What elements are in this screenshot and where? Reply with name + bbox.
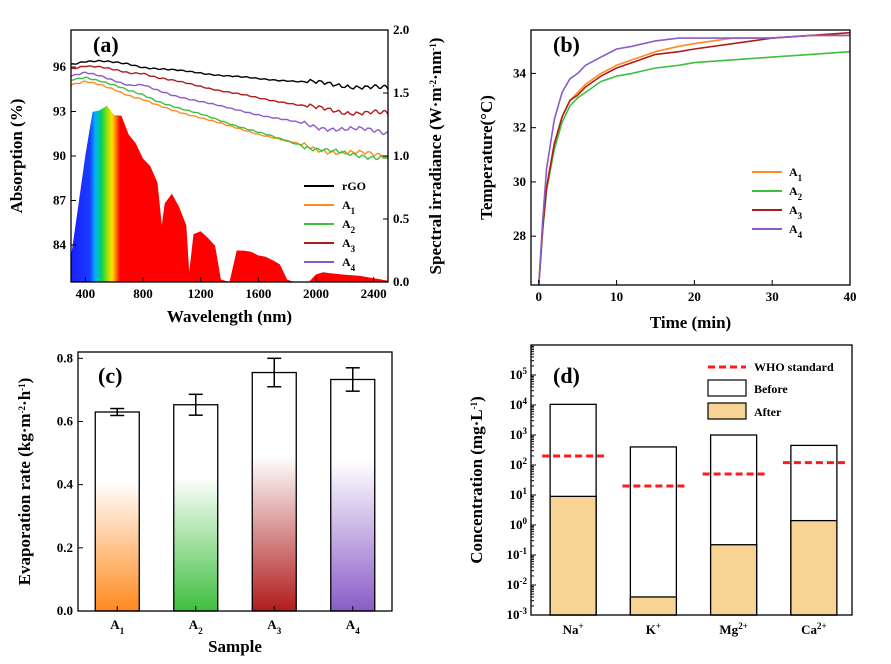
series-line-A2 — [538, 50, 851, 286]
x-tick-label-a: 2000 — [303, 286, 329, 301]
y-tick-label-a: 87 — [53, 192, 67, 207]
panel-label-d: (d) — [553, 363, 580, 388]
series-line-rGO — [70, 59, 389, 90]
after-bar-0 — [549, 495, 597, 616]
x-tick-label-d-0: Na+ — [563, 621, 584, 637]
legend-label-after: After — [754, 405, 782, 419]
y-axis-label-d: Concentration (mg·L-1) — [467, 396, 486, 564]
legend-label-A1: A1 — [342, 198, 356, 216]
x-tick-label-A1: A1 — [110, 617, 124, 636]
y-tick-label-a: 84 — [53, 237, 67, 252]
y2-tick-label-a: 1.5 — [393, 85, 410, 100]
legend-label-A3: A3 — [342, 236, 356, 254]
x-tick-label-b: 20 — [688, 289, 701, 304]
y-tick-label-d: 10-1 — [507, 546, 528, 562]
y2-tick-label-a: 0.0 — [393, 274, 409, 289]
bar-A3 — [251, 371, 297, 612]
x-axis-label-c: Sample — [208, 637, 262, 656]
y-tick-label-c: 0.8 — [57, 350, 74, 365]
x-tick-label-A2: A2 — [189, 617, 203, 636]
x-axis-label-b: Time (min) — [650, 313, 731, 332]
y2-tick-label-a: 0.5 — [393, 211, 410, 226]
series-line-A4 — [538, 34, 850, 286]
panel-label-c: (c) — [98, 363, 122, 388]
y-tick-label-a: 93 — [53, 104, 67, 119]
bar-A2 — [173, 404, 219, 612]
axes-frame-b — [530, 29, 851, 286]
axes-frame-d — [530, 344, 853, 616]
x-tick-label-a: 1600 — [245, 286, 271, 301]
x-tick-label-d-2: Mg2+ — [719, 621, 747, 637]
x-tick-label-b: 40 — [844, 289, 857, 304]
legend-label-A4: A4 — [342, 255, 356, 273]
y-tick-label-b: 28 — [513, 228, 527, 243]
y-tick-label-a: 96 — [53, 59, 67, 74]
x-tick-label-b: 0 — [536, 289, 543, 304]
y-tick-label-d: 105 — [510, 366, 528, 382]
legend-label-who: WHO standard — [754, 360, 834, 374]
legend-after-swatch — [707, 402, 747, 420]
y-tick-label-b: 32 — [513, 120, 526, 135]
y-tick-label-d: 101 — [510, 486, 528, 502]
y2-tick-label-a: 2.0 — [393, 22, 409, 37]
legend-label-A4: A4 — [789, 222, 803, 240]
y-tick-label-c: 0.6 — [57, 413, 74, 428]
legend-label-A2: A2 — [342, 217, 356, 235]
y-tick-label-d: 104 — [510, 396, 528, 412]
series-line-A1 — [538, 34, 850, 286]
x-tick-label-a: 400 — [76, 286, 96, 301]
y-tick-label-d: 10-2 — [507, 576, 528, 592]
panel-label-a: (a) — [93, 32, 119, 57]
y-tick-label-c: 0.2 — [57, 540, 73, 555]
legend-label-A1: A1 — [789, 165, 803, 183]
y-tick-label-d: 10-3 — [507, 606, 528, 622]
x-tick-label-d-1: K+ — [646, 621, 661, 637]
x-tick-label-a: 1200 — [188, 286, 214, 301]
after-bar-2 — [709, 544, 758, 616]
x-tick-label-a: 800 — [133, 286, 153, 301]
y-tick-label-d: 100 — [510, 516, 528, 532]
x-tick-label-b: 10 — [610, 289, 623, 304]
y-tick-label-c: 0.0 — [57, 603, 73, 618]
y-tick-label-d: 103 — [510, 426, 528, 442]
y-tick-label-d: 102 — [510, 456, 528, 472]
y-axis-label-b: Temperature(°C) — [477, 95, 496, 220]
y-tick-label-a: 90 — [53, 148, 66, 163]
x-axis-label-a: Wavelength (nm) — [167, 307, 292, 326]
x-tick-label-a: 2400 — [361, 286, 387, 301]
y2-tick-label-a: 1.0 — [393, 148, 409, 163]
y-tick-label-b: 34 — [513, 65, 527, 80]
bar-A4 — [330, 378, 376, 612]
legend-label-before: Before — [754, 382, 788, 396]
y-axis-label-a: Absorption (%) — [7, 99, 26, 214]
series-line-A3 — [538, 31, 851, 286]
before-bar-1 — [629, 446, 678, 616]
panel-label-b: (b) — [553, 32, 580, 57]
series-line-A2 — [70, 76, 389, 161]
x-tick-label-A4: A4 — [346, 617, 360, 636]
legend-label-rGO: rGO — [342, 179, 366, 193]
legend-before-swatch — [707, 379, 747, 397]
series-line-A4 — [70, 71, 389, 136]
bar-A1 — [94, 411, 140, 612]
y-tick-label-b: 30 — [513, 174, 526, 189]
axes-frame-c — [77, 351, 393, 612]
x-tick-label-d-3: Ca2+ — [801, 621, 827, 637]
after-bar-1 — [629, 596, 678, 616]
y-tick-label-c: 0.4 — [57, 477, 74, 492]
x-tick-label-A3: A3 — [267, 617, 281, 636]
after-bar-3 — [790, 519, 838, 616]
y-axis-label-c: Evaporation rate (kg·m-2·h-1) — [15, 378, 34, 586]
solar-spectrum-area — [71, 105, 388, 282]
x-tick-label-b: 30 — [766, 289, 779, 304]
legend-label-A2: A2 — [789, 184, 803, 202]
y2-axis-label-a: Spectral irradiance (W·m-2·nm-1) — [426, 38, 445, 275]
legend-label-A3: A3 — [789, 203, 803, 221]
series-line-A3 — [70, 65, 389, 116]
